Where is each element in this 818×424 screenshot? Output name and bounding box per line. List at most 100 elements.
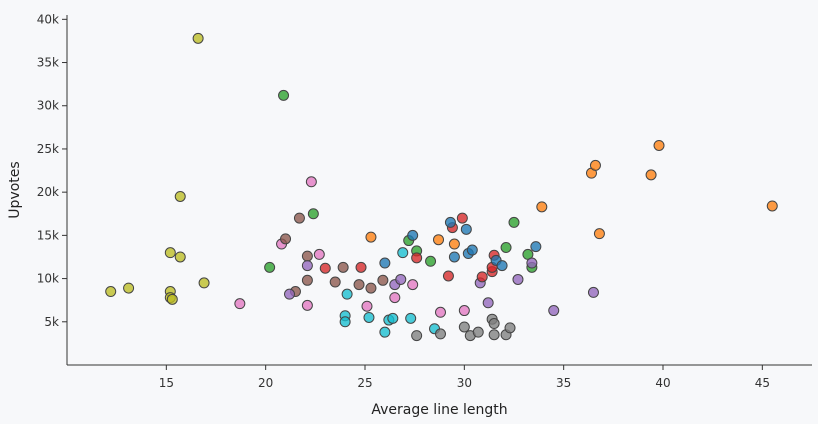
data-point[interactable] [496, 260, 508, 272]
axes-layer: 5k 10k 15k 20k 25k 30k 35k 40k 15 20 25 30 35 40 45 [37, 12, 812, 390]
data-point[interactable] [341, 288, 353, 300]
data-point[interactable] [301, 299, 313, 311]
data-point[interactable] [307, 208, 319, 220]
data-point[interactable] [466, 244, 478, 256]
data-point[interactable] [305, 176, 317, 188]
data-point[interactable] [766, 200, 778, 212]
y-tick-label: 15k [37, 228, 59, 242]
x-axis-ticks: 15 20 25 30 35 40 45 [159, 365, 770, 390]
data-point[interactable] [526, 257, 538, 269]
data-point[interactable] [397, 247, 409, 259]
data-point[interactable] [488, 318, 500, 330]
data-point[interactable] [433, 234, 445, 246]
data-point[interactable] [434, 328, 446, 340]
y-axis-title: Upvotes [7, 161, 23, 218]
data-point[interactable] [411, 330, 423, 342]
data-point[interactable] [105, 286, 117, 298]
y-axis-ticks: 5k 10k 15k 20k 25k 30k 35k 40k [37, 12, 67, 329]
data-point[interactable] [395, 273, 407, 285]
data-point[interactable] [442, 270, 454, 282]
data-point[interactable] [448, 251, 460, 263]
data-point[interactable] [301, 274, 313, 286]
data-point[interactable] [488, 329, 500, 341]
data-point[interactable] [355, 261, 367, 273]
x-tick-label: 35 [556, 376, 571, 390]
data-point[interactable] [530, 241, 542, 253]
data-point[interactable] [337, 261, 349, 273]
data-point[interactable] [329, 276, 341, 288]
data-point[interactable] [407, 229, 419, 241]
data-point[interactable] [264, 261, 276, 273]
y-tick-label: 25k [37, 142, 59, 156]
x-tick-label: 15 [159, 376, 174, 390]
data-point[interactable] [192, 32, 204, 44]
data-point[interactable] [123, 282, 135, 294]
data-point[interactable] [278, 89, 290, 101]
y-tick-label: 35k [37, 56, 59, 70]
data-point[interactable] [536, 201, 548, 213]
data-point[interactable] [444, 216, 456, 228]
data-point[interactable] [653, 139, 665, 151]
data-point[interactable] [174, 190, 186, 202]
data-point[interactable] [587, 286, 599, 298]
x-axis-title: Average line length [371, 402, 507, 418]
data-point[interactable] [448, 238, 460, 250]
data-point[interactable] [339, 316, 351, 328]
data-point[interactable] [353, 279, 365, 291]
data-point[interactable] [377, 274, 389, 286]
data-point[interactable] [379, 326, 391, 338]
data-point[interactable] [387, 312, 399, 324]
data-point[interactable] [361, 300, 373, 312]
data-point[interactable] [456, 212, 468, 224]
data-point[interactable] [508, 216, 520, 228]
data-point[interactable] [365, 282, 377, 294]
data-point[interactable] [174, 251, 186, 263]
data-point[interactable] [411, 252, 423, 264]
data-point[interactable] [389, 292, 401, 304]
x-tick-label: 20 [258, 376, 273, 390]
data-point[interactable] [313, 248, 325, 260]
data-point[interactable] [645, 169, 657, 181]
y-tick-label: 5k [44, 315, 59, 329]
x-tick-label: 25 [357, 376, 372, 390]
points-layer [105, 32, 778, 342]
data-point[interactable] [504, 322, 516, 334]
data-point[interactable] [472, 326, 484, 338]
data-point[interactable] [589, 159, 601, 171]
data-point[interactable] [434, 306, 446, 318]
data-point[interactable] [301, 260, 313, 272]
data-point[interactable] [363, 311, 375, 323]
data-point[interactable] [460, 223, 472, 235]
data-point[interactable] [482, 297, 494, 309]
y-tick-label: 20k [37, 185, 59, 199]
data-point[interactable] [166, 293, 178, 305]
data-point[interactable] [458, 321, 470, 333]
y-tick-label: 10k [37, 272, 59, 286]
y-tick-label: 40k [37, 12, 59, 26]
data-point[interactable] [500, 241, 512, 253]
x-tick-label: 30 [457, 376, 472, 390]
data-point[interactable] [458, 305, 470, 317]
data-point[interactable] [280, 233, 292, 245]
data-point[interactable] [593, 228, 605, 240]
y-tick-label: 30k [37, 99, 59, 113]
data-point[interactable] [301, 250, 313, 262]
x-tick-label: 45 [755, 376, 770, 390]
data-point[interactable] [548, 305, 560, 317]
x-tick-label: 40 [655, 376, 670, 390]
data-point[interactable] [198, 277, 210, 289]
data-point[interactable] [365, 231, 377, 243]
data-point[interactable] [284, 288, 296, 300]
data-point[interactable] [512, 273, 524, 285]
data-point[interactable] [476, 271, 488, 283]
data-point[interactable] [379, 257, 391, 269]
data-point[interactable] [293, 212, 305, 224]
data-point[interactable] [319, 262, 331, 274]
data-point[interactable] [405, 312, 417, 324]
data-point[interactable] [407, 279, 419, 291]
data-point[interactable] [234, 298, 246, 310]
data-point[interactable] [425, 255, 437, 267]
data-point[interactable] [164, 247, 176, 259]
